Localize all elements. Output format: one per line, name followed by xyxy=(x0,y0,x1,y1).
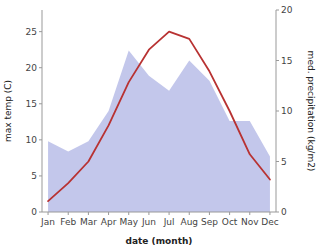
y-tick-label: 15 xyxy=(26,99,37,109)
y-tick-label: 20 xyxy=(26,63,38,73)
axes: JanFebMarAprMayJunJulAugSepOctNovDec0510… xyxy=(26,5,293,227)
x-tick-label: May xyxy=(119,217,138,227)
y-tick xyxy=(39,175,42,176)
y2-tick xyxy=(276,161,279,162)
y-axis-title: max temp (C) xyxy=(3,80,13,142)
x-axis-line xyxy=(42,212,276,213)
x-tick xyxy=(108,212,109,215)
x-tick xyxy=(249,212,250,215)
plot-area xyxy=(48,32,270,212)
x-tick xyxy=(88,212,89,215)
x-tick-label: Oct xyxy=(222,217,238,227)
y2-tick-label: 0 xyxy=(281,207,287,217)
y2-tick-label: 15 xyxy=(281,56,292,66)
y2-tick xyxy=(276,60,279,61)
x-tick-label: Feb xyxy=(60,217,76,227)
y2-tick xyxy=(276,212,279,213)
y-tick-label: 10 xyxy=(26,135,38,145)
chart: JanFebMarAprMayJunJulAugSepOctNovDec0510… xyxy=(0,0,318,250)
y2-tick xyxy=(276,111,279,112)
y2-tick-label: 20 xyxy=(281,5,293,15)
line xyxy=(48,32,270,202)
x-tick-label: Nov xyxy=(241,217,259,227)
x-tick-label: Aug xyxy=(180,217,198,227)
x-tick-label: Dec xyxy=(261,217,278,227)
y-tick xyxy=(39,103,42,104)
y-tick-label: 5 xyxy=(31,171,37,181)
x-tick-label: Mar xyxy=(80,217,97,227)
x-tick xyxy=(209,212,210,215)
x-tick xyxy=(128,212,129,215)
x-tick xyxy=(48,212,49,215)
y-tick xyxy=(39,212,42,213)
y2-axis-title: med. precipitation (kg/m2) xyxy=(306,51,316,172)
y-tick-label: 0 xyxy=(31,207,37,217)
x-tick-label: Jan xyxy=(40,217,55,227)
area xyxy=(48,50,270,212)
y2-tick xyxy=(276,10,279,11)
x-tick xyxy=(169,212,170,215)
x-tick xyxy=(229,212,230,215)
x-tick xyxy=(148,212,149,215)
chart-container: JanFebMarAprMayJunJulAugSepOctNovDec0510… xyxy=(0,0,318,250)
x-tick xyxy=(68,212,69,215)
y-axis-line xyxy=(42,10,43,212)
y2-tick-label: 5 xyxy=(281,157,287,167)
x-axis-title: date (month) xyxy=(126,236,193,246)
y-tick-label: 25 xyxy=(26,27,37,37)
x-tick xyxy=(189,212,190,215)
x-tick-label: Jun xyxy=(141,217,156,227)
y-tick xyxy=(39,67,42,68)
y-tick xyxy=(39,139,42,140)
y2-tick-label: 10 xyxy=(281,106,293,116)
y-tick xyxy=(39,31,42,32)
x-tick xyxy=(269,212,270,215)
x-tick-label: Apr xyxy=(101,217,117,227)
x-tick-label: Sep xyxy=(201,217,218,227)
x-tick-label: Jul xyxy=(163,217,175,227)
